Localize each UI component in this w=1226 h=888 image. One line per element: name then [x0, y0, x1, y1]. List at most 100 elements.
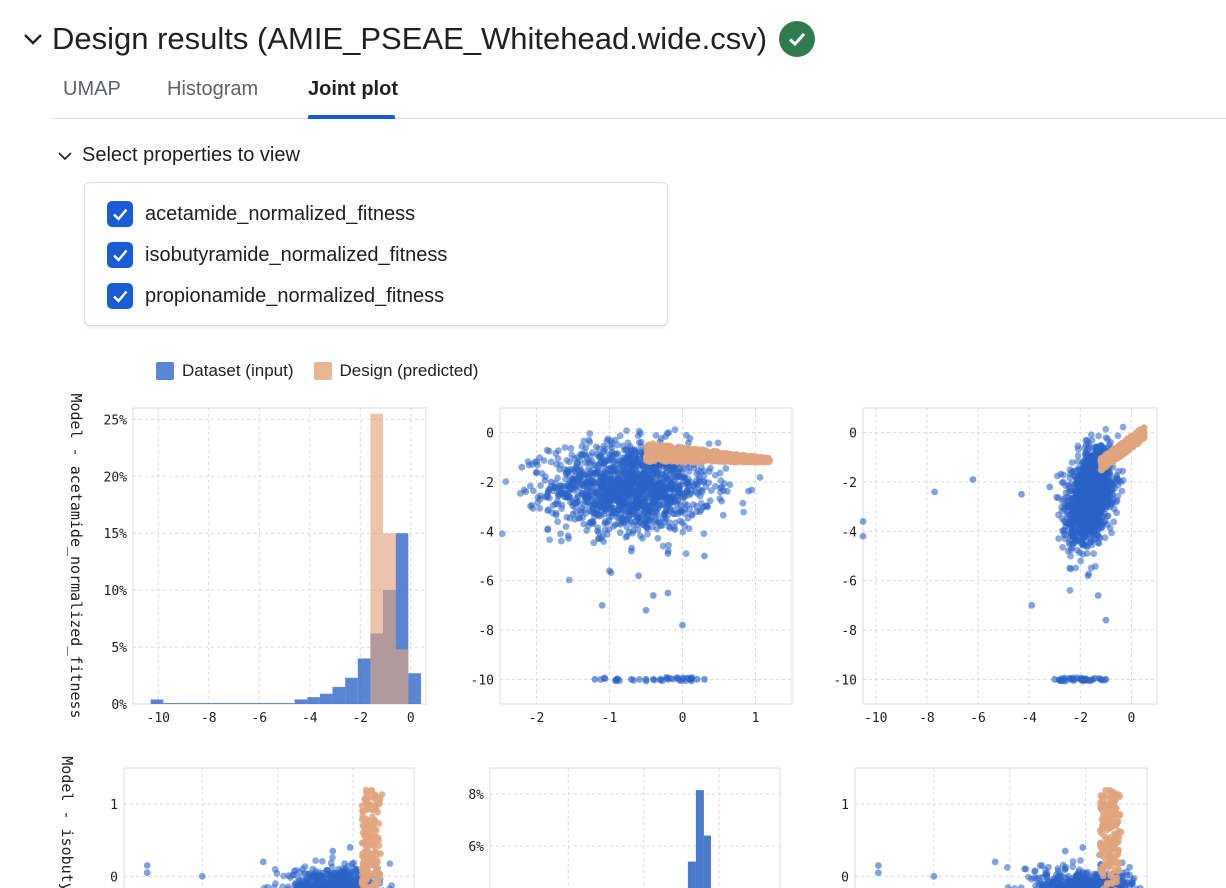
scatter-point — [1074, 442, 1082, 450]
scatter-point — [529, 505, 537, 512]
collapse-results-button[interactable] — [20, 26, 46, 52]
scatter-point — [610, 523, 617, 530]
scatter-point — [606, 567, 613, 575]
scatter-point-design — [358, 816, 366, 823]
legend-swatch-dataset — [156, 362, 174, 380]
tab-umap[interactable]: UMAP — [63, 78, 121, 100]
y-tick-label: 1 — [841, 798, 849, 813]
scatter-point — [638, 487, 646, 494]
scatter-point — [648, 508, 655, 516]
y-tick-label: -10 — [471, 673, 494, 688]
scatter-point — [557, 530, 564, 538]
scatter-point — [578, 442, 586, 450]
property-option-acetamide[interactable]: acetamide_normalized_fitness — [107, 201, 415, 227]
property-label: acetamide_normalized_fitness — [145, 202, 416, 225]
scatter-point-design — [702, 447, 710, 455]
x-tick-label: 0 — [1128, 711, 1136, 726]
y-tick-label: -4 — [478, 525, 494, 540]
scatter-point — [577, 509, 585, 517]
scatter-point — [664, 498, 672, 506]
x-tick-label: -4 — [302, 711, 318, 726]
scatter-point — [649, 523, 656, 531]
scatter-point — [649, 501, 657, 509]
scatter-point — [303, 879, 311, 887]
scatter-point — [546, 494, 553, 502]
results-header: Design results (AMIE_PSEAE_Whitehead.wid… — [20, 18, 816, 60]
scatter-point — [520, 486, 528, 494]
select-properties-toggle[interactable]: Select properties to view — [56, 144, 300, 167]
scatter-point — [629, 527, 637, 535]
scatter-point — [604, 494, 611, 501]
chevron-down-icon — [24, 34, 42, 45]
scatter-point — [1094, 531, 1101, 539]
scatter-point — [1082, 875, 1090, 883]
y-tick-label: -8 — [841, 624, 857, 639]
scatter-point-design — [667, 444, 675, 452]
scatter-point — [569, 510, 577, 518]
histogram-bar — [319, 693, 333, 704]
scatter-point — [587, 482, 594, 490]
x-tick-label: 0 — [679, 711, 687, 726]
subplot-5: 8%6% — [468, 767, 781, 888]
scatter-point — [641, 517, 649, 525]
scatter-point — [635, 477, 643, 484]
scatter-point — [671, 519, 679, 527]
scatter-point — [1079, 550, 1087, 558]
scatter-point — [198, 872, 206, 880]
scatter-point — [675, 489, 683, 497]
y-tick-label: -8 — [478, 624, 494, 639]
property-option-propionamide[interactable]: propionamide_normalized_fitness — [107, 283, 444, 309]
y-tick-label: -2 — [841, 476, 857, 491]
scatter-point — [1069, 674, 1077, 682]
scatter-point — [969, 476, 977, 483]
scatter-point — [498, 530, 506, 538]
scatter-point-design — [673, 458, 681, 466]
histogram-bar — [695, 790, 704, 888]
scatter-point-design — [374, 858, 382, 866]
scatter-point-design — [690, 458, 698, 466]
plot-frame — [489, 767, 781, 888]
checkbox-checked-icon[interactable] — [107, 283, 133, 309]
histogram-bar — [395, 649, 409, 704]
checkbox-checked-icon[interactable] — [107, 201, 133, 227]
scatter-point — [679, 621, 686, 629]
scatter-point — [530, 487, 537, 495]
scatter-point — [1113, 509, 1120, 517]
scatter-point — [553, 460, 560, 468]
scatter-point — [1036, 862, 1044, 869]
scatter-point — [597, 472, 604, 480]
scatter-point — [633, 513, 640, 521]
scatter-point — [1087, 564, 1095, 572]
y-axis-label: Model - isobuty — [58, 756, 76, 888]
scatter-point — [1031, 868, 1038, 876]
scatter-point — [644, 489, 652, 497]
scatter-point — [625, 461, 633, 469]
scatter-point — [616, 463, 623, 471]
histogram-bar — [408, 673, 421, 704]
scatter-point — [280, 872, 288, 880]
legend-item-design[interactable]: Design (predicted) — [313, 361, 478, 381]
scatter-point — [1072, 564, 1080, 572]
scatter-point — [628, 547, 635, 555]
scatter-point — [1060, 471, 1067, 479]
scatter-point — [1088, 541, 1096, 549]
tab-joint-plot[interactable]: Joint plot — [308, 78, 398, 100]
scatter-point — [704, 503, 712, 511]
scatter-point — [1062, 531, 1069, 539]
tab-histogram[interactable]: Histogram — [167, 78, 259, 100]
checkbox-checked-icon[interactable] — [107, 242, 133, 268]
scatter-point — [565, 472, 573, 480]
scatter-point — [561, 444, 569, 451]
scatter-point — [312, 857, 320, 865]
scatter-point — [611, 676, 619, 684]
scatter-point — [1078, 522, 1086, 530]
property-option-isobutyramide[interactable]: isobutyramide_normalized_fitness — [107, 242, 447, 268]
scatter-point — [562, 523, 570, 531]
scatter-point — [621, 446, 628, 454]
legend-item-dataset[interactable]: Dataset (input) — [156, 361, 294, 381]
x-tick-label: 0 — [407, 711, 415, 726]
scatter-point — [549, 509, 556, 517]
scatter-point — [1022, 865, 1030, 873]
scatter-point — [1102, 616, 1110, 624]
